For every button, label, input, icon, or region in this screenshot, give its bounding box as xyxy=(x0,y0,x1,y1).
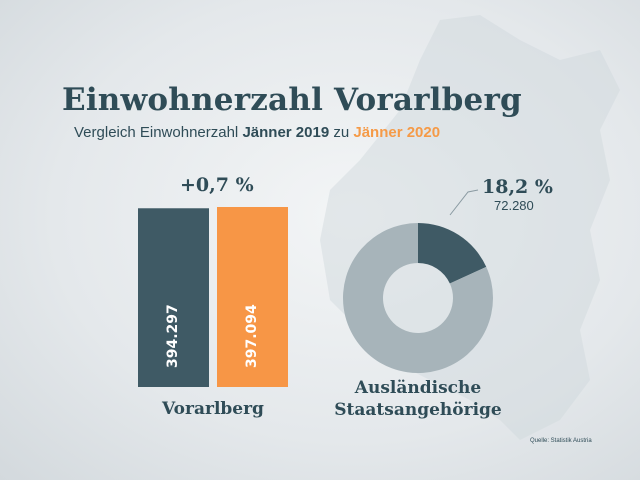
change-annotation: +0,7 % xyxy=(180,174,254,196)
donut-absolute-label: 72.280 xyxy=(494,198,534,213)
subtitle: Vergleich Einwohnerzahl Jänner 2019 zu J… xyxy=(74,124,440,141)
donut-category-line-2: Staatsangehörige xyxy=(334,400,502,420)
subtitle-year-2019: Jänner 2019 xyxy=(242,124,330,141)
bar-category-label: Vorarlberg xyxy=(162,399,264,419)
bar-2020 xyxy=(217,207,288,387)
donut-slice-1 xyxy=(343,223,493,373)
page-title: Einwohnerzahl Vorarlberg xyxy=(62,82,522,118)
donut-slice-0 xyxy=(418,223,487,284)
subtitle-mid: zu xyxy=(329,124,354,141)
source-note: Quelle: Statistik Austria xyxy=(530,438,592,444)
donut-percent-label: 18,2 % xyxy=(482,176,553,198)
donut-leader-line xyxy=(449,189,479,216)
bar-label-2020: 397.094 xyxy=(244,304,260,368)
subtitle-prefix: Vergleich Einwohnerzahl xyxy=(74,124,243,141)
donut-category-label: Ausländische Staatsangehörige xyxy=(320,377,516,421)
bar-2019 xyxy=(138,208,209,387)
donut-category-line-1: Ausländische xyxy=(354,378,482,398)
bar-label-2019: 394.297 xyxy=(165,304,181,368)
subtitle-year-2020: Jänner 2020 xyxy=(353,124,441,141)
